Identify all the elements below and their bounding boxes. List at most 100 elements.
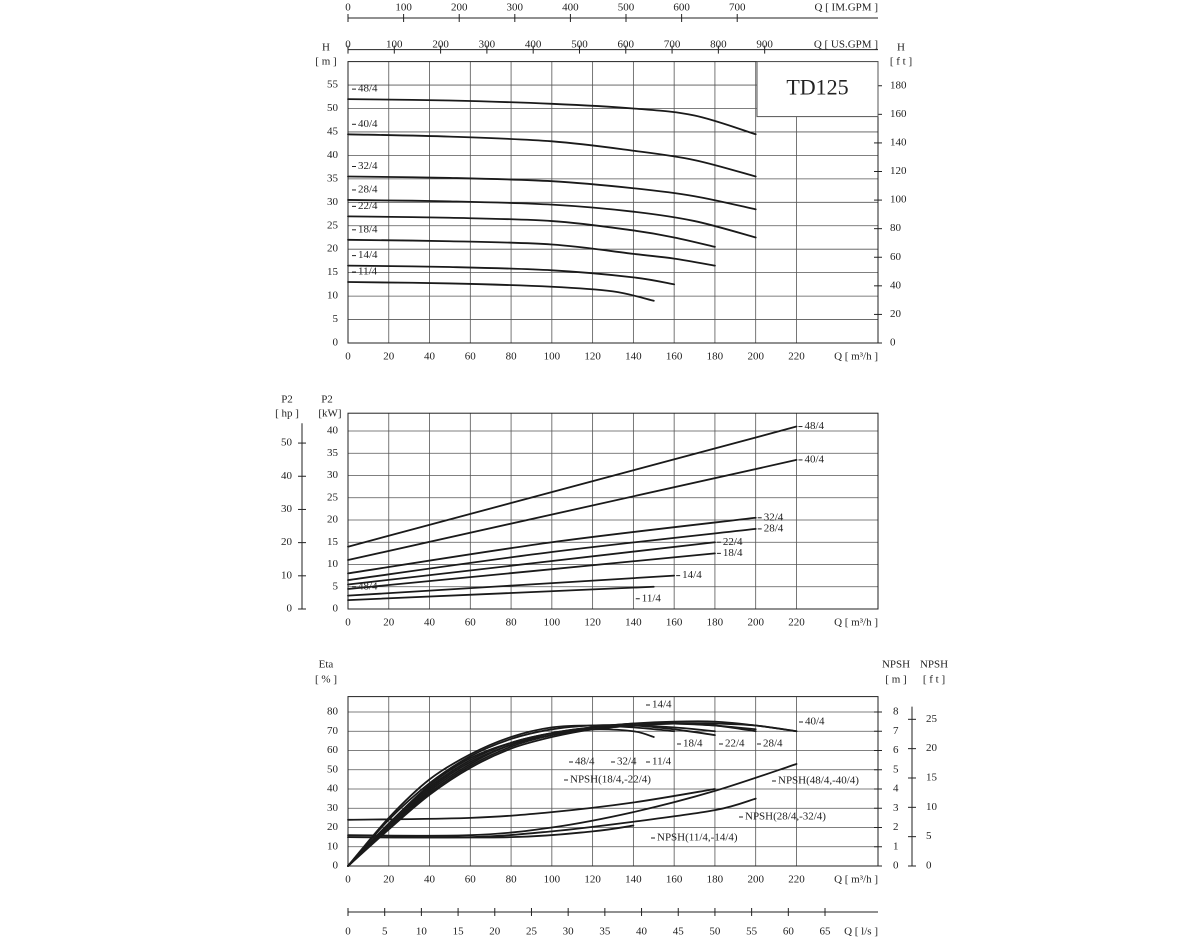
y2-axis-unit: [ m ] <box>885 674 906 686</box>
series-label: NPSH(48/4,-40/4) <box>778 775 859 787</box>
y-axis-unit: [kW] <box>318 408 341 420</box>
y-axis-label: H <box>322 42 330 54</box>
top-tick-label: 100 <box>395 2 412 14</box>
series-label: 28/4 <box>763 738 783 750</box>
curve <box>347 722 757 867</box>
top-tick-label: 500 <box>618 2 635 14</box>
series-label: 22/4 <box>725 738 745 750</box>
bottom-tick-label: 5 <box>382 926 388 938</box>
y2-tick-label: 4 <box>893 783 899 795</box>
y2-tick-label: 15 <box>926 772 938 784</box>
series-label: 40/4 <box>358 118 378 130</box>
x-tick-label: 20 <box>383 351 395 363</box>
y-tick-label: 60 <box>327 744 339 756</box>
x-tick-label: 0 <box>345 874 351 886</box>
bottom-tick-label: 0 <box>345 926 351 938</box>
y2-tick-label: 7 <box>893 725 899 737</box>
top-tick-label: 300 <box>507 2 524 14</box>
curve <box>347 215 716 248</box>
y-tick-label: 50 <box>327 763 339 775</box>
y2-tick-label: 100 <box>890 194 907 206</box>
y-tick-label: 70 <box>327 725 339 737</box>
x-tick-label: 220 <box>788 617 805 629</box>
chart-title: TD125 <box>786 75 848 100</box>
x-tick-label: 200 <box>747 874 764 886</box>
curve <box>347 722 798 867</box>
top-tick-label: 0 <box>345 39 351 51</box>
y2-tick-label: 0 <box>287 603 293 615</box>
series-label: 22/4 <box>723 536 743 548</box>
annotation: 48/4 <box>358 580 378 592</box>
y2-tick-label: 8 <box>893 706 899 718</box>
title-box <box>756 61 879 118</box>
y2-tick-label: 0 <box>890 337 896 349</box>
curve <box>347 199 757 239</box>
series-label: 32/4 <box>764 511 784 523</box>
x-tick-label: 120 <box>584 617 601 629</box>
curve <box>347 516 757 575</box>
curve <box>347 724 676 867</box>
y-tick-label: 25 <box>327 491 339 503</box>
y2-tick-label: 25 <box>926 713 938 725</box>
y-tick-label: 0 <box>333 860 339 872</box>
x-axis-label: Q [ m³/h ] <box>834 351 878 363</box>
series-label: 11/4 <box>652 756 672 768</box>
x-tick-label: 40 <box>424 874 436 886</box>
x-tick-label: 140 <box>625 874 642 886</box>
x-tick-label: 60 <box>465 617 477 629</box>
y2-axis-label: NPSH <box>882 659 910 671</box>
y-tick-label: 35 <box>327 172 339 184</box>
y2-tick-label: 1 <box>893 840 899 852</box>
curve <box>347 585 655 601</box>
y-axis-unit: [ m ] <box>315 56 336 68</box>
curve <box>347 238 716 267</box>
y2-tick-label: 20 <box>926 742 938 754</box>
x-tick-label: 0 <box>345 617 351 629</box>
y-tick-label: 35 <box>327 447 339 459</box>
curve <box>347 574 676 597</box>
x-tick-label: 100 <box>544 351 561 363</box>
curve <box>347 724 716 867</box>
x-axis-label: Q [ m³/h ] <box>834 617 878 629</box>
y-tick-label: 50 <box>327 102 339 114</box>
top-tick-label: 500 <box>571 39 588 51</box>
bottom-tick-label: 50 <box>709 926 721 938</box>
series-label: 11/4 <box>358 266 378 278</box>
y-tick-label: 20 <box>327 514 339 526</box>
y2-tick-label: 10 <box>281 569 293 581</box>
y2-tick-label: 3 <box>893 802 899 814</box>
y-tick-label: 25 <box>327 219 339 231</box>
x-tick-label: 20 <box>383 617 395 629</box>
y2-axis-unit: [ hp ] <box>275 408 299 420</box>
y-tick-label: 10 <box>327 840 339 852</box>
series-label: 11/4 <box>642 592 662 604</box>
top-tick-label: 700 <box>664 39 681 51</box>
y-tick-label: 30 <box>327 802 339 814</box>
series-label: NPSH(28/4,-32/4) <box>745 811 826 823</box>
y2-tick-label: 2 <box>893 821 899 833</box>
y2-tick-label: 30 <box>281 503 293 515</box>
y2-axis-label: H <box>897 42 905 54</box>
x-tick-label: 160 <box>666 874 683 886</box>
y2-tick-label: 20 <box>890 308 902 320</box>
x-tick-label: 180 <box>707 617 724 629</box>
series-label: 18/4 <box>683 738 703 750</box>
x-tick-label: 100 <box>544 874 561 886</box>
y-tick-label: 10 <box>327 290 339 302</box>
y-tick-label: 30 <box>327 469 339 481</box>
y-tick-label: 45 <box>327 125 339 137</box>
x-tick-label: 20 <box>383 874 395 886</box>
top-tick-label: 900 <box>756 39 773 51</box>
x-tick-label: 120 <box>584 351 601 363</box>
y2-tick-label: 0 <box>926 860 932 872</box>
y2-tick-label: 80 <box>890 222 902 234</box>
curve <box>347 824 635 839</box>
y2-tick-label: 6 <box>893 744 899 756</box>
y-tick-label: 5 <box>333 313 339 325</box>
bottom-tick-label: 60 <box>783 926 795 938</box>
y-tick-label: 55 <box>327 79 339 91</box>
curve <box>347 98 757 136</box>
x-tick-label: 40 <box>424 617 436 629</box>
plot-frame <box>347 412 879 610</box>
curve <box>347 728 655 867</box>
